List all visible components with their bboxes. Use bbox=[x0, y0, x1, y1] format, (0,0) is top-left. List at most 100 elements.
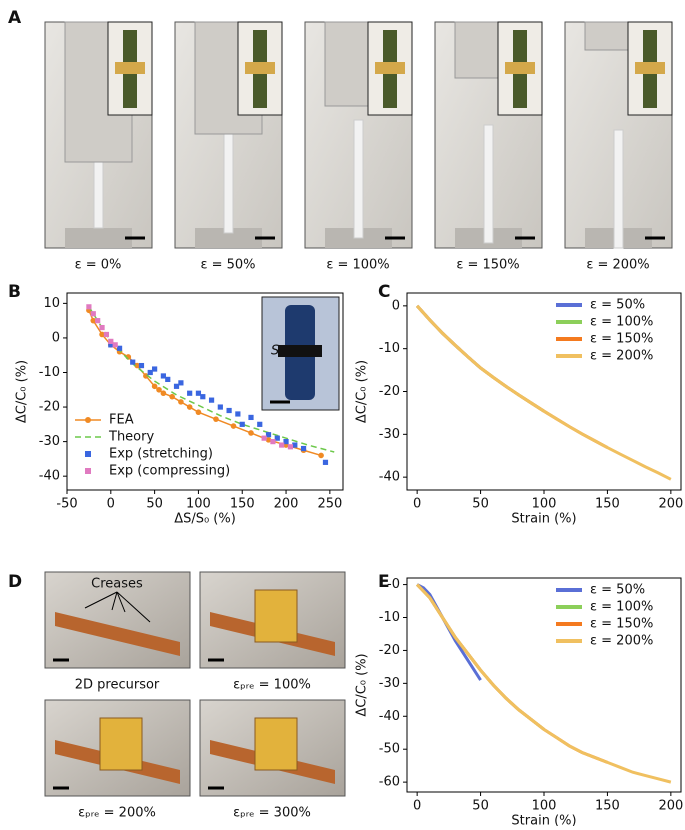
point bbox=[99, 324, 105, 331]
panel-label: D bbox=[8, 572, 22, 592]
point bbox=[239, 421, 245, 427]
x-tick-label: 200 bbox=[658, 799, 683, 814]
y-tick-label: -20 bbox=[379, 643, 400, 658]
x-tick-label: 250 bbox=[317, 497, 342, 512]
x-tick-label: 0 bbox=[413, 497, 421, 512]
legend-label: Exp (compressing) bbox=[109, 464, 230, 479]
y-tick-label: -40 bbox=[379, 709, 400, 724]
arrow bbox=[116, 591, 151, 623]
point bbox=[248, 414, 254, 421]
point bbox=[160, 390, 167, 397]
point bbox=[90, 317, 97, 324]
caption: εₚᵣₑ = 300% bbox=[233, 806, 311, 821]
panel-label: E bbox=[378, 572, 390, 592]
panel-label: B bbox=[8, 282, 21, 302]
point bbox=[90, 311, 96, 317]
y-tick-label: -40 bbox=[39, 469, 60, 484]
point bbox=[86, 304, 92, 310]
point bbox=[213, 416, 219, 422]
caption: ε = 100% bbox=[326, 258, 389, 273]
legend-label: ε = 100% bbox=[590, 315, 653, 330]
point bbox=[274, 435, 280, 441]
point bbox=[152, 366, 158, 372]
point bbox=[248, 430, 254, 436]
point bbox=[112, 342, 118, 348]
series-line bbox=[416, 583, 672, 784]
point bbox=[178, 399, 184, 405]
arrow bbox=[111, 591, 118, 611]
point bbox=[108, 342, 114, 348]
legend-label: ε = 100% bbox=[590, 600, 653, 615]
y-tick-label: -10 bbox=[39, 365, 60, 380]
point bbox=[178, 380, 184, 386]
point bbox=[257, 421, 263, 427]
point bbox=[151, 383, 158, 390]
point bbox=[169, 393, 175, 400]
x-tick-label: -50 bbox=[56, 497, 77, 512]
point bbox=[187, 390, 193, 396]
point bbox=[200, 394, 206, 400]
creases-label: Creases bbox=[91, 577, 143, 592]
point bbox=[287, 444, 294, 450]
caption: εₚᵣₑ = 200% bbox=[78, 806, 156, 821]
y-axis-label: ΔC/C₀ (%) bbox=[355, 360, 370, 423]
point bbox=[195, 409, 202, 416]
specimen bbox=[613, 129, 624, 249]
plot-area bbox=[416, 583, 672, 784]
point bbox=[138, 362, 145, 369]
series-line bbox=[416, 304, 609, 449]
x-tick-label: 0 bbox=[107, 497, 115, 512]
point bbox=[235, 411, 241, 417]
caption: εₚᵣₑ = 100% bbox=[233, 678, 311, 693]
x-tick-label: 100 bbox=[532, 497, 557, 512]
point bbox=[270, 439, 276, 445]
legend-label: ε = 50% bbox=[590, 583, 645, 598]
series-line bbox=[88, 306, 335, 453]
point bbox=[217, 404, 223, 410]
point bbox=[265, 437, 272, 443]
y-axis-label: ΔC/C₀ (%) bbox=[355, 653, 370, 716]
point bbox=[95, 318, 101, 324]
y-tick-label: -0 bbox=[387, 577, 400, 592]
y-tick-label: -20 bbox=[39, 400, 60, 415]
x-tick-label: 100 bbox=[186, 497, 211, 512]
point bbox=[103, 331, 110, 338]
series-line bbox=[416, 583, 482, 681]
legend-label: ε = 150% bbox=[590, 332, 653, 347]
y-tick-label: -30 bbox=[379, 676, 400, 691]
x-tick-label: 50 bbox=[146, 497, 163, 512]
point bbox=[230, 423, 237, 429]
y-axis-label: ΔC/C₀ (%) bbox=[15, 360, 30, 423]
x-axis-label: Strain (%) bbox=[511, 814, 576, 827]
point bbox=[130, 359, 136, 365]
folded-panel bbox=[254, 717, 298, 771]
caption: ε = 50% bbox=[200, 258, 255, 273]
point bbox=[108, 338, 114, 344]
folded-panel bbox=[99, 717, 143, 771]
series-line bbox=[88, 309, 322, 457]
point bbox=[195, 390, 202, 396]
specimen bbox=[483, 124, 494, 244]
x-axis-label: Strain (%) bbox=[511, 512, 576, 527]
point bbox=[186, 404, 193, 410]
arrow bbox=[116, 591, 126, 613]
y-tick-label: -10 bbox=[379, 341, 400, 356]
ribbon bbox=[55, 612, 180, 656]
specimen bbox=[353, 119, 364, 239]
clamp-bottom bbox=[65, 228, 132, 248]
legend-marker bbox=[85, 417, 91, 423]
inset-pad bbox=[505, 62, 535, 74]
legend-label: FEA bbox=[109, 413, 134, 428]
x-tick-label: 200 bbox=[658, 497, 683, 512]
caption: ε = 200% bbox=[586, 258, 649, 273]
plot-area bbox=[86, 304, 335, 465]
y-tick-label: 10 bbox=[43, 296, 60, 311]
plot-area bbox=[416, 304, 672, 481]
y-tick-label: -50 bbox=[379, 742, 400, 757]
x-tick-label: 0 bbox=[413, 799, 421, 814]
point bbox=[322, 459, 329, 465]
point bbox=[292, 442, 298, 448]
series-line bbox=[416, 583, 608, 764]
